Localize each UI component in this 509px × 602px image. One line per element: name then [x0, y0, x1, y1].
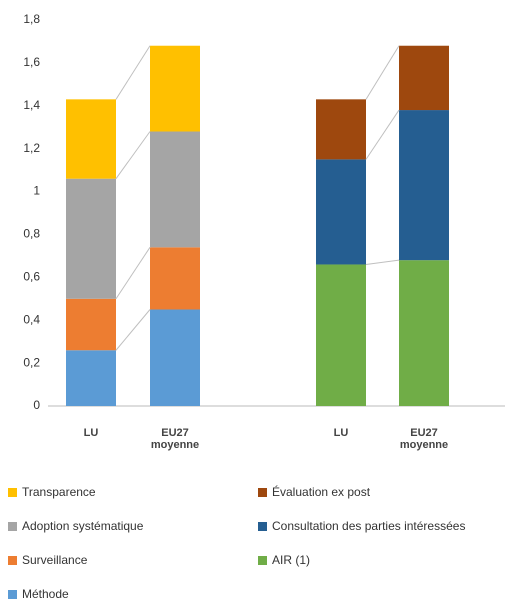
y-tick-label: 0 [33, 398, 40, 412]
legend-swatch [8, 556, 17, 565]
y-tick-label: 1,2 [23, 141, 40, 155]
connector [115, 45, 151, 100]
bar-segment [399, 260, 449, 406]
legend-label: Évaluation ex post [272, 484, 371, 499]
legend-label: Consultation des parties intéressées [272, 519, 465, 533]
x-tick-label: LU [333, 427, 349, 439]
bar-segment [66, 99, 116, 179]
y-tick-label: 0,4 [23, 312, 40, 326]
y-tick-label: 1,8 [23, 12, 40, 26]
y-tick-label: 0,6 [23, 270, 40, 284]
legend-label: Méthode [22, 587, 69, 601]
bar-segment [66, 178, 116, 299]
connector [115, 131, 151, 179]
bar-segment [316, 99, 366, 160]
legend-swatch [258, 556, 267, 565]
bar-segment [399, 110, 449, 261]
y-tick-label: 0,8 [23, 227, 40, 241]
bar-segment [150, 309, 200, 406]
y-tick-label: 0,2 [23, 355, 40, 369]
bar-segment [150, 45, 200, 132]
connector [115, 247, 151, 300]
bar-segment [316, 159, 366, 265]
y-tick-label: 1,6 [23, 55, 40, 69]
legend-swatch [8, 590, 17, 599]
y-tick-label: 1 [33, 184, 40, 198]
x-tick-label: LU [83, 427, 99, 439]
y-tick-label: 1,4 [23, 98, 40, 112]
legend-swatch [258, 488, 267, 497]
connector [365, 109, 400, 160]
legend-swatch [8, 522, 17, 531]
bar-segment [66, 350, 116, 406]
legend-label: AIR (1) [272, 553, 310, 567]
legend-label: Surveillance [22, 553, 88, 567]
connector [365, 45, 400, 100]
connector [365, 259, 400, 265]
legend-swatch [8, 488, 17, 497]
bar-segment [316, 264, 366, 406]
x-tick-label: EU27 moyenne [399, 427, 449, 451]
legend-swatch [258, 522, 267, 531]
connector [115, 309, 151, 351]
bar-segment [150, 247, 200, 310]
legend-label: Adoption systématique [22, 519, 144, 533]
bar-segment [150, 131, 200, 248]
x-tick-label: EU27 moyenne [150, 427, 200, 451]
bar-segment [66, 298, 116, 351]
bar-segment [399, 45, 449, 111]
legend-label: Transparence [22, 485, 96, 499]
